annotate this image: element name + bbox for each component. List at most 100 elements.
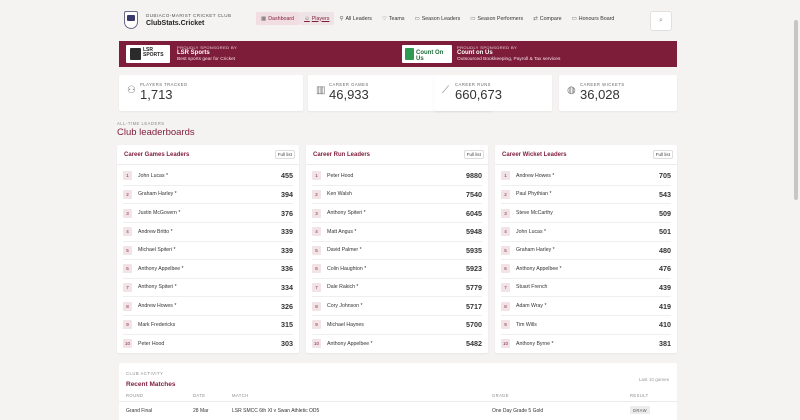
leaderboard-row[interactable]: 10 Anthony Appelbee * 5482: [312, 334, 482, 353]
site-name[interactable]: ClubStats.Cricket: [146, 20, 205, 27]
count-on-us-logo[interactable]: Count On Us: [402, 45, 452, 63]
leaderboard-row[interactable]: 4 Andrew Britto * 339: [123, 223, 293, 242]
rank-badge: 8: [501, 301, 510, 311]
column-header-round: ROUND: [126, 393, 144, 398]
nav-teams[interactable]: ♡ Teams: [377, 12, 410, 25]
full-list-button[interactable]: Full list: [652, 150, 673, 159]
activity-title: Recent Matches: [126, 381, 176, 388]
player-name[interactable]: Michael Spiteri *: [138, 247, 176, 254]
divider: [117, 164, 299, 165]
leaderboard-row[interactable]: 6 Anthony Appelbee * 336: [123, 260, 293, 279]
player-name[interactable]: Dale Rakich *: [327, 284, 359, 291]
nav-label: Dashboard: [268, 15, 295, 22]
leaderboard-row[interactable]: 4 John Lucas * 501: [501, 223, 671, 242]
player-name[interactable]: Adam Wray *: [516, 303, 547, 310]
player-name[interactable]: Michael Haynes: [327, 321, 364, 328]
full-list-button[interactable]: Full list: [463, 150, 484, 159]
player-name[interactable]: Graham Harley *: [138, 191, 177, 198]
player-name[interactable]: Justin McGovern *: [138, 210, 181, 217]
player-name[interactable]: John Lucas *: [516, 228, 546, 235]
result-badge: DRAW: [630, 406, 650, 414]
leaderboard-row[interactable]: 7 Stuart French 439: [501, 279, 671, 298]
stat-value: 480: [659, 245, 671, 255]
leaderboard-row[interactable]: 5 Graham Harley * 480: [501, 241, 671, 261]
player-name[interactable]: Anthony Spiteri *: [138, 284, 177, 291]
player-name[interactable]: Anthony Byrne *: [516, 340, 554, 347]
page-scrollbar[interactable]: [792, 0, 800, 420]
nav-honours-board[interactable]: ▭ Honours Board: [567, 12, 620, 25]
nav-players[interactable]: ☺ Players: [299, 12, 335, 25]
bat-icon: ⟋: [442, 85, 449, 96]
player-name[interactable]: Matt Angus *: [327, 228, 357, 235]
player-name[interactable]: Steve McCarthy: [516, 210, 553, 217]
stat-value: 5948: [466, 227, 482, 237]
players-icon: ☺: [304, 15, 310, 22]
player-name[interactable]: Anthony Appelbee *: [516, 265, 562, 272]
leaderboard-row[interactable]: 1 Peter Hood 9880: [312, 167, 482, 186]
player-name[interactable]: Colin Haughton *: [327, 265, 367, 272]
player-name[interactable]: Anthony Appelbee *: [138, 265, 184, 272]
leaderboard-row[interactable]: 3 Justin McGovern * 376: [123, 204, 293, 223]
rank-badge: 2: [501, 189, 510, 199]
leaderboard-row[interactable]: 7 Anthony Spiteri * 334: [123, 279, 293, 298]
leaderboard-row[interactable]: 8 Cory Johnson * 5717: [312, 297, 482, 316]
leaderboard-row[interactable]: 2 Graham Harley * 394: [123, 186, 293, 205]
match-grade: One Day Grade 5 Gold: [492, 408, 544, 414]
lsr-sports-logo[interactable]: LSR SPORTS: [126, 45, 170, 63]
nav-all-leaders[interactable]: ⚲ All Leaders: [334, 12, 377, 25]
player-name[interactable]: Anthony Spiteri *: [327, 210, 366, 217]
leaderboard-row[interactable]: 8 Andrew Howes * 326: [123, 297, 293, 316]
nav-label: All Leaders: [345, 15, 372, 22]
leaderboard-row[interactable]: 7 Dale Rakich * 5779: [312, 279, 482, 298]
leaderboard-row[interactable]: 3 Steve McCarthy 509: [501, 204, 671, 223]
player-name[interactable]: Stuart French: [516, 284, 548, 291]
player-name[interactable]: Anthony Appelbee *: [327, 340, 373, 347]
player-name[interactable]: Tim Wills: [516, 321, 537, 328]
sponsor-name[interactable]: Count on Us: [457, 50, 493, 56]
search-button[interactable]: ⌕: [650, 11, 672, 31]
leaderboard-row[interactable]: 5 David Palmer * 5935: [312, 241, 482, 261]
player-name[interactable]: Ken Walsh: [327, 191, 352, 198]
player-name[interactable]: Andrew Howes *: [138, 303, 177, 310]
leaderboard-row[interactable]: 10 Anthony Byrne * 381: [501, 334, 671, 353]
leaderboard-row[interactable]: 8 Adam Wray * 419: [501, 297, 671, 316]
player-name[interactable]: Cory Johnson *: [327, 303, 363, 310]
club-crest-logo[interactable]: [124, 11, 138, 29]
player-name[interactable]: Peter Hood: [138, 340, 165, 347]
player-name[interactable]: Graham Harley *: [516, 247, 555, 254]
player-name[interactable]: Paul Phythian *: [516, 191, 552, 198]
full-list-button[interactable]: Full list: [274, 150, 295, 159]
leaderboard-row[interactable]: 10 Peter Hood 303: [123, 334, 293, 353]
leaderboard-row[interactable]: 2 Paul Phythian * 543: [501, 186, 671, 205]
compare-icon: ⇄: [533, 15, 538, 22]
leaderboard-row[interactable]: 9 Michael Haynes 5700: [312, 316, 482, 335]
match-name[interactable]: LSR SMCC 6th XI v Swan Athletic OD5: [232, 408, 320, 414]
nav-season-performers[interactable]: ▭ Season Performers: [465, 12, 528, 25]
leaderboard-row[interactable]: 4 Matt Angus * 5948: [312, 223, 482, 242]
leaderboard-row[interactable]: 6 Anthony Appelbee * 476: [501, 260, 671, 279]
nav-compare[interactable]: ⇄ Compare: [528, 12, 566, 25]
leaderboard-row[interactable]: 3 Anthony Spiteri * 6045: [312, 204, 482, 223]
leaderboard-row[interactable]: 1 Andrew Howes * 705: [501, 167, 671, 186]
rank-badge: 5: [501, 245, 510, 255]
board-title: Career Run Leaders: [313, 152, 371, 158]
stat-value: 509: [659, 208, 671, 218]
player-name[interactable]: John Lucas *: [138, 172, 168, 179]
leaderboard-row[interactable]: 9 Tim Wills 410: [501, 316, 671, 335]
sponsor-name[interactable]: LSR Sports: [177, 50, 210, 56]
player-name[interactable]: Andrew Britto *: [138, 228, 173, 235]
leaderboard-row[interactable]: 6 Colin Haughton * 5923: [312, 260, 482, 279]
player-name[interactable]: Andrew Howes *: [516, 172, 555, 179]
player-name[interactable]: Peter Hood: [327, 172, 354, 179]
leaderboard-row[interactable]: 1 John Lucas * 455: [123, 167, 293, 186]
scroll-thumb[interactable]: [794, 20, 798, 200]
nav-season-leaders[interactable]: ▭ Season Leaders: [410, 12, 466, 25]
player-name[interactable]: Mark Fredericks: [138, 321, 176, 328]
board-title: Career Games Leaders: [124, 152, 190, 158]
leaderboard-row[interactable]: 5 Michael Spiteri * 339: [123, 241, 293, 261]
nav-dashboard[interactable]: ▦ Dashboard: [256, 12, 300, 25]
player-name[interactable]: David Palmer *: [327, 247, 362, 254]
leaderboard-row[interactable]: 9 Mark Fredericks 315: [123, 316, 293, 335]
stat-value: 660,673: [455, 87, 502, 102]
leaderboard-row[interactable]: 2 Ken Walsh 7540: [312, 186, 482, 205]
